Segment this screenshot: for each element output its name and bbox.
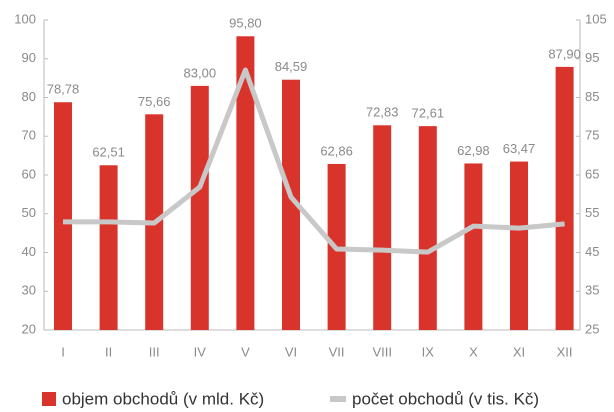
y-tick-label: 20 <box>22 321 36 336</box>
y2-tick-label: 95 <box>585 50 599 65</box>
value-label: 72,61 <box>412 106 445 121</box>
x-tick-label: VIII <box>372 344 392 359</box>
bar <box>54 102 72 330</box>
x-tick-label: III <box>149 344 160 359</box>
bar <box>555 66 574 330</box>
y-tick-label: 90 <box>22 50 36 65</box>
value-label: 87,90 <box>548 46 581 61</box>
y2-tick-label: 45 <box>585 244 599 259</box>
value-label: 95,80 <box>229 16 262 31</box>
x-tick-label: I <box>61 344 65 359</box>
legend-swatch <box>42 392 56 406</box>
y-tick-label: 30 <box>22 283 36 298</box>
y-tick-label: 80 <box>22 89 36 104</box>
value-label: 62,51 <box>92 145 125 160</box>
value-label: 62,98 <box>457 143 490 158</box>
x-tick-label: XII <box>557 344 573 359</box>
x-tick-label: II <box>105 344 112 359</box>
bar <box>510 161 528 330</box>
y-tick-label: 40 <box>22 244 36 259</box>
y-tick-label: 50 <box>22 205 36 220</box>
x-tick-label: VI <box>285 344 297 359</box>
y2-tick-label: 25 <box>585 321 599 336</box>
value-label: 78,78 <box>47 82 80 97</box>
y-tick-label: 60 <box>22 166 36 181</box>
y2-tick-label: 55 <box>585 205 599 220</box>
value-label: 62,86 <box>320 143 353 158</box>
y-tick-label: 100 <box>14 11 36 26</box>
x-tick-label: VII <box>329 344 345 359</box>
bar <box>99 165 118 330</box>
y2-tick-label: 85 <box>585 89 599 104</box>
y2-tick-label: 65 <box>585 166 599 181</box>
bar <box>282 79 300 331</box>
value-label: 84,59 <box>275 59 308 74</box>
y2-tick-label: 35 <box>585 283 599 298</box>
x-tick-label: IX <box>422 344 435 359</box>
x-tick-label: XI <box>513 344 525 359</box>
y-tick-label: 70 <box>22 128 36 143</box>
value-label: 63,47 <box>503 141 536 156</box>
bar <box>373 125 392 330</box>
legend-label: objem obchodů (v mld. Kč) <box>62 389 264 408</box>
bar <box>464 163 483 330</box>
bar <box>236 36 255 331</box>
x-tick-label: X <box>469 344 478 359</box>
line <box>63 67 565 255</box>
value-label: 83,00 <box>184 65 217 80</box>
y2-tick-label: 75 <box>585 128 599 143</box>
x-tick-label: V <box>241 344 250 359</box>
y2-tick-label: 105 <box>585 11 607 26</box>
bar <box>418 126 437 330</box>
value-label: 75,66 <box>138 94 171 109</box>
legend-label: počet obchodů (v tis. Kč) <box>352 389 539 408</box>
value-label: 72,83 <box>366 105 399 120</box>
bar <box>190 85 209 330</box>
x-tick-label: IV <box>194 344 207 359</box>
